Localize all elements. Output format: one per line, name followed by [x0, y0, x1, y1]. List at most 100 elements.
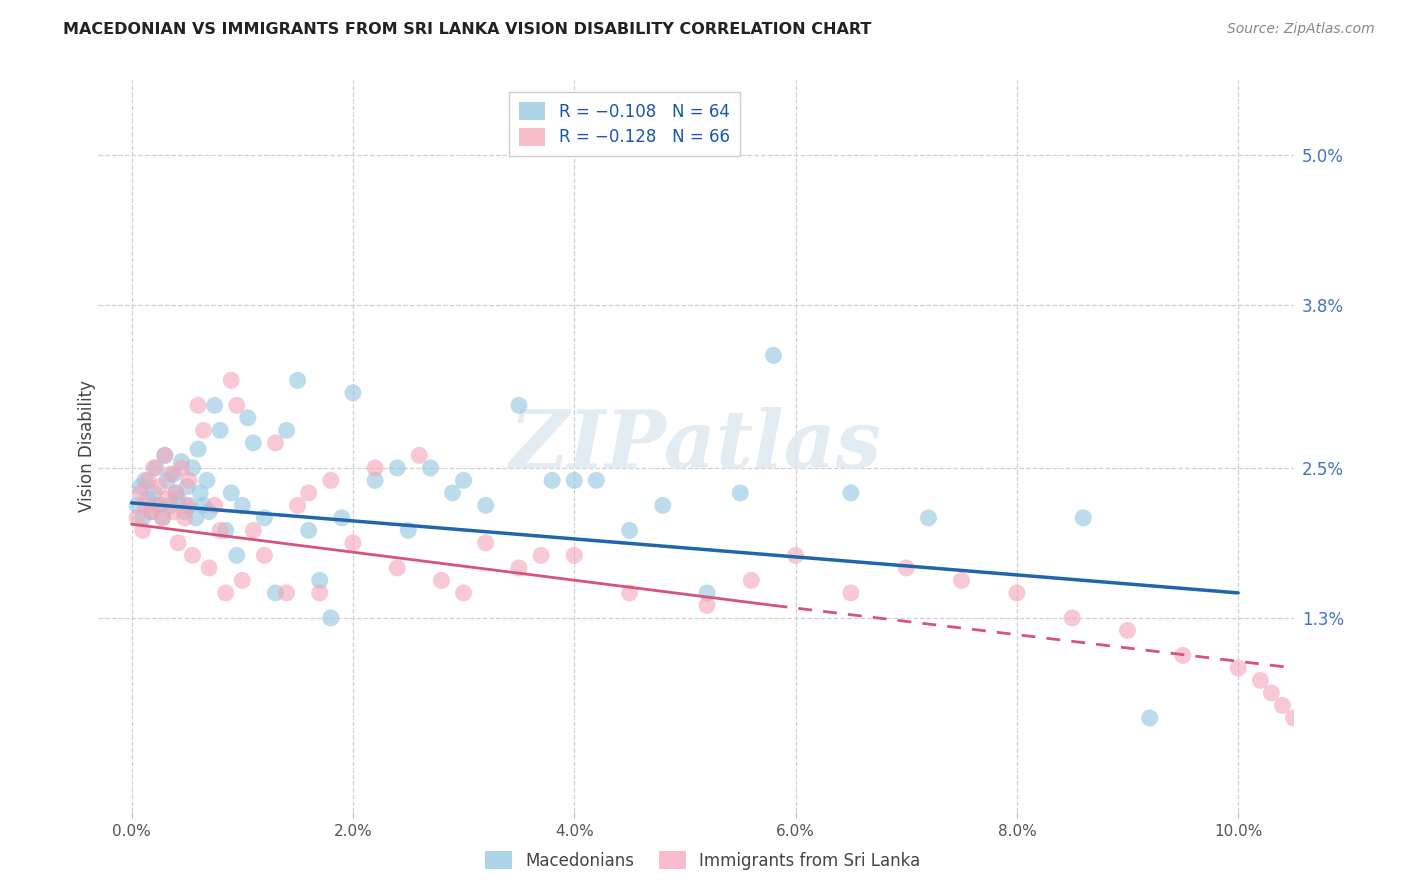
Point: [204, 499, 226, 513]
Point: [1139, 711, 1161, 725]
Point: [1271, 698, 1294, 713]
Point: [170, 455, 193, 469]
Point: [453, 586, 475, 600]
Point: [181, 549, 204, 563]
Point: [134, 499, 156, 513]
Point: [319, 611, 342, 625]
Point: [209, 423, 232, 437]
Point: [1282, 711, 1305, 725]
Point: [330, 511, 353, 525]
Point: [176, 480, 198, 494]
Point: [651, 499, 673, 513]
Point: [141, 505, 163, 519]
Point: [364, 474, 387, 488]
Point: [176, 499, 198, 513]
Point: [165, 486, 187, 500]
Point: [1227, 661, 1250, 675]
Point: [385, 461, 409, 475]
Text: Source: ZipAtlas.com: Source: ZipAtlas.com: [1227, 22, 1375, 37]
Point: [173, 505, 195, 519]
Point: [156, 474, 179, 488]
Point: [364, 461, 387, 475]
Point: [179, 499, 201, 513]
Point: [441, 486, 464, 500]
Point: [156, 492, 179, 507]
Point: [453, 474, 475, 488]
Point: [385, 561, 409, 575]
Point: [219, 486, 242, 500]
Point: [508, 398, 530, 412]
Point: [950, 574, 973, 588]
Point: [152, 511, 174, 525]
Point: [170, 461, 193, 475]
Point: [839, 586, 862, 600]
Point: [785, 549, 807, 563]
Point: [474, 499, 496, 513]
Point: [396, 524, 419, 538]
Point: [187, 398, 209, 412]
Point: [562, 549, 585, 563]
Point: [1260, 686, 1282, 700]
Point: [167, 536, 190, 550]
Text: MACEDONIAN VS IMMIGRANTS FROM SRI LANKA VISION DISABILITY CORRELATION CHART: MACEDONIAN VS IMMIGRANTS FROM SRI LANKA …: [63, 22, 872, 37]
Point: [264, 435, 287, 450]
Point: [131, 511, 153, 525]
Point: [342, 385, 364, 400]
Y-axis label: Vision Disability: Vision Disability: [79, 380, 96, 512]
Point: [127, 511, 149, 525]
Point: [163, 467, 186, 482]
Point: [696, 599, 718, 613]
Point: [148, 499, 170, 513]
Point: [1005, 586, 1028, 600]
Point: [153, 449, 176, 463]
Point: [408, 449, 430, 463]
Point: [187, 442, 209, 457]
Point: [474, 536, 496, 550]
Text: ZIPatlas: ZIPatlas: [510, 408, 882, 484]
Point: [308, 586, 330, 600]
Legend: Macedonians, Immigrants from Sri Lanka: Macedonians, Immigrants from Sri Lanka: [478, 845, 928, 877]
Point: [1294, 723, 1316, 738]
Point: [242, 435, 264, 450]
Point: [215, 524, 238, 538]
Point: [696, 586, 718, 600]
Point: [276, 586, 298, 600]
Point: [141, 505, 163, 519]
Point: [165, 486, 187, 500]
Point: [153, 449, 176, 463]
Point: [287, 373, 309, 387]
Point: [298, 524, 321, 538]
Point: [541, 474, 564, 488]
Point: [236, 410, 259, 425]
Point: [145, 499, 167, 513]
Point: [134, 474, 156, 488]
Point: [253, 549, 276, 563]
Point: [530, 549, 553, 563]
Point: [145, 461, 167, 475]
Point: [225, 549, 247, 563]
Point: [287, 499, 309, 513]
Point: [131, 524, 153, 538]
Point: [619, 524, 641, 538]
Point: [163, 505, 186, 519]
Point: [619, 586, 641, 600]
Point: [173, 511, 195, 525]
Point: [159, 499, 181, 513]
Point: [728, 486, 751, 500]
Point: [1171, 648, 1194, 663]
Point: [762, 348, 785, 362]
Point: [142, 486, 165, 500]
Point: [231, 499, 253, 513]
Point: [209, 524, 232, 538]
Point: [308, 574, 330, 588]
Point: [264, 586, 287, 600]
Point: [215, 586, 238, 600]
Point: [184, 511, 207, 525]
Point: [1249, 673, 1271, 688]
Point: [127, 499, 149, 513]
Point: [136, 474, 159, 488]
Point: [508, 561, 530, 575]
Point: [204, 398, 226, 412]
Point: [188, 486, 211, 500]
Point: [231, 574, 253, 588]
